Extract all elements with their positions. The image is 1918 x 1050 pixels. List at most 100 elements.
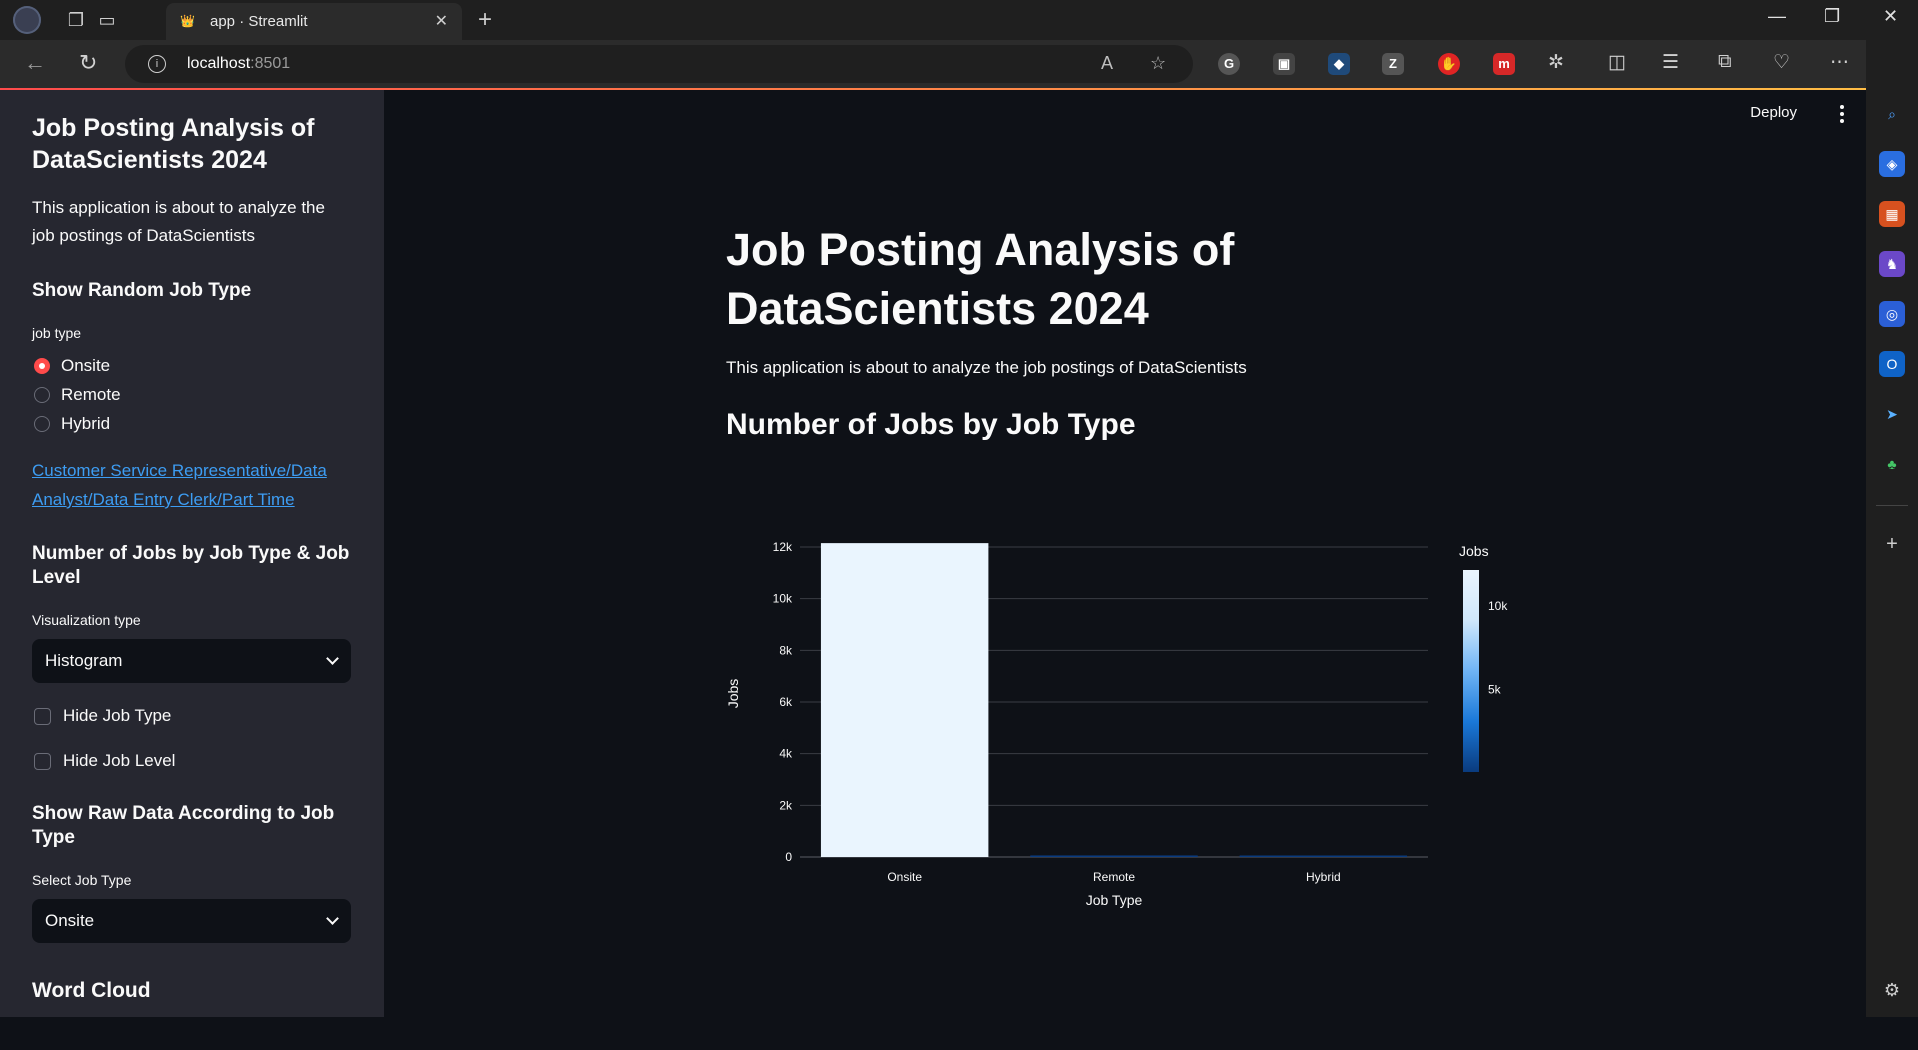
job-level-heading: Number of Jobs by Job Type & Job Level	[32, 543, 350, 588]
colorbar-tick-label: 10k	[1488, 599, 1508, 613]
favorites-icon[interactable]: ☰	[1662, 52, 1680, 73]
grammarly-extension-icon[interactable]: G	[1218, 53, 1240, 75]
performance-icon[interactable]: ♡	[1773, 52, 1791, 73]
extension-icon[interactable]: ✋	[1438, 53, 1460, 75]
radio-label: Onsite	[61, 356, 111, 375]
jobs-by-type-bar-chart[interactable]: 0 2k 4k 6k 8k 10k 12k Onsite Remote Hybrid Job Typ…	[708, 530, 1508, 1050]
word-cloud-heading: Word Cloud	[32, 979, 151, 1002]
y-tick-label: 12k	[773, 540, 793, 554]
checkbox-box[interactable]	[34, 708, 51, 725]
streamlit-sidebar: Job Posting Analysis of DataScientists 2…	[0, 90, 384, 1017]
y-tick-label: 2k	[779, 798, 793, 812]
address-bar-row: ← ↻ i localhost:8501 A ☆ G ▣ ◆ Z ✋ m ✲ ◫…	[0, 40, 1918, 89]
visualization-type-select[interactable]: Histogram	[32, 639, 351, 683]
extension-icon[interactable]: ▣	[1273, 53, 1295, 75]
checkbox-box[interactable]	[34, 753, 51, 770]
edge-sidebar: ⌕ ◈ ▦ ♞ ◎ O ➤ ♣ + ⚙	[1866, 40, 1918, 1017]
visualization-type-label: Visualization type	[32, 612, 141, 628]
tools-icon[interactable]: ▦	[1879, 201, 1905, 227]
page-title: Job Posting Analysis of DataScientists 2…	[726, 224, 1235, 334]
chevron-down-icon	[326, 652, 339, 665]
bar-onsite	[820, 543, 989, 857]
extension-icon[interactable]: ◆	[1328, 53, 1350, 75]
colorbar-tick-label: 5k	[1488, 682, 1502, 696]
restore-icon[interactable]: ❐	[1824, 6, 1841, 26]
streamlit-top-decoration	[0, 88, 1866, 90]
radio-dot[interactable]	[34, 358, 50, 374]
profile-avatar[interactable]	[13, 6, 41, 34]
sidebar-divider	[1876, 505, 1908, 506]
job-type-radio-label: job type	[32, 325, 82, 341]
x-tick-label: Remote	[1093, 870, 1135, 884]
close-tab-icon[interactable]: ✕	[434, 13, 448, 30]
back-icon[interactable]: ←	[24, 50, 46, 75]
browser-tab-bar: ❐ ▭ 👑 app · Streamlit ✕ + — ❐ ✕	[0, 0, 1918, 40]
split-screen-icon[interactable]: ◫	[1608, 52, 1626, 73]
colorbar	[1463, 570, 1479, 772]
url-port: :8501	[250, 55, 291, 72]
microsoft-365-icon[interactable]: ◎	[1879, 301, 1905, 327]
y-axis-title: Jobs	[725, 679, 741, 709]
tab-title: app · Streamlit	[210, 13, 308, 30]
favorite-star-icon[interactable]: ☆	[1150, 53, 1167, 73]
radio-label: Remote	[61, 385, 121, 404]
extensions-puzzle-icon[interactable]: ✲	[1548, 52, 1564, 73]
add-icon[interactable]: +	[1886, 533, 1898, 555]
chevron-down-icon	[326, 912, 339, 925]
radio-dot[interactable]	[34, 416, 50, 432]
browser-tab-active[interactable]: 👑 app · Streamlit ✕	[166, 3, 462, 40]
more-options-icon[interactable]: ⋯	[1830, 52, 1849, 73]
site-info-icon[interactable]: i	[148, 55, 166, 73]
select-job-type-select[interactable]: Onsite	[32, 899, 351, 943]
x-tick-label: Onsite	[887, 870, 922, 884]
sidebar-description: This application is about to analyze the…	[32, 198, 325, 245]
url-text: localhost:8501	[187, 55, 290, 73]
streamlit-favicon-icon: 👑	[180, 14, 195, 28]
visualization-type-value: Histogram	[45, 651, 123, 670]
send-icon[interactable]: ➤	[1886, 406, 1898, 422]
tree-icon[interactable]: ♣	[1887, 456, 1897, 472]
minimize-icon[interactable]: —	[1768, 6, 1786, 26]
random-job-link[interactable]: Customer Service Representative/Data Ana…	[32, 461, 327, 509]
checkbox-label: Hide Job Level	[63, 751, 176, 770]
checkbox-label: Hide Job Type	[63, 706, 172, 725]
workspaces-icon[interactable]: ❐	[67, 10, 85, 30]
new-tab-icon[interactable]: +	[478, 6, 493, 33]
url-field[interactable]: i localhost:8501 A ☆	[125, 45, 1193, 83]
raw-data-heading: Show Raw Data According to Job Type	[32, 803, 335, 848]
refresh-icon[interactable]: ↻	[79, 50, 98, 75]
main-menu-icon[interactable]	[1840, 105, 1844, 126]
extension-icon[interactable]: m	[1493, 53, 1515, 75]
vertical-tabs-icon[interactable]: ▭	[98, 10, 116, 30]
y-tick-label: 8k	[779, 643, 793, 657]
bar-hybrid	[1239, 855, 1408, 857]
search-icon[interactable]: ⌕	[1888, 106, 1896, 122]
main-content: Deploy Job Posting Analysis of DataScien…	[384, 90, 1866, 1017]
sidebar-title: Job Posting Analysis of DataScientists 2…	[32, 114, 315, 174]
x-tick-label: Hybrid	[1306, 870, 1341, 884]
url-host: localhost	[187, 55, 251, 72]
select-job-type-value: Onsite	[45, 911, 95, 930]
chart-heading: Number of Jobs by Job Type	[726, 408, 1136, 441]
y-tick-label: 10k	[773, 592, 793, 606]
extension-icon[interactable]: Z	[1382, 53, 1404, 75]
radio-label: Hybrid	[61, 414, 111, 433]
read-aloud-icon[interactable]: A	[1101, 53, 1114, 73]
page-description: This application is about to analyze the…	[726, 358, 1247, 377]
y-tick-label: 6k	[779, 695, 793, 709]
close-window-icon[interactable]: ✕	[1883, 6, 1899, 26]
collections-icon[interactable]: ⧉	[1718, 51, 1732, 72]
bar-remote	[1030, 855, 1198, 857]
deploy-button[interactable]: Deploy	[1750, 104, 1797, 121]
y-tick-label: 4k	[779, 747, 793, 761]
select-job-type-label: Select Job Type	[32, 872, 132, 888]
y-tick-label: 0	[785, 850, 792, 864]
settings-gear-icon[interactable]: ⚙	[1883, 980, 1901, 1000]
outlook-icon[interactable]: O	[1879, 351, 1905, 377]
radio-dot[interactable]	[34, 387, 50, 403]
x-axis-title: Job Type	[1086, 892, 1143, 908]
shopping-icon[interactable]: ◈	[1879, 151, 1905, 177]
random-job-heading: Show Random Job Type	[32, 280, 252, 301]
colorbar-title: Jobs	[1459, 543, 1489, 559]
games-icon[interactable]: ♞	[1879, 251, 1905, 277]
